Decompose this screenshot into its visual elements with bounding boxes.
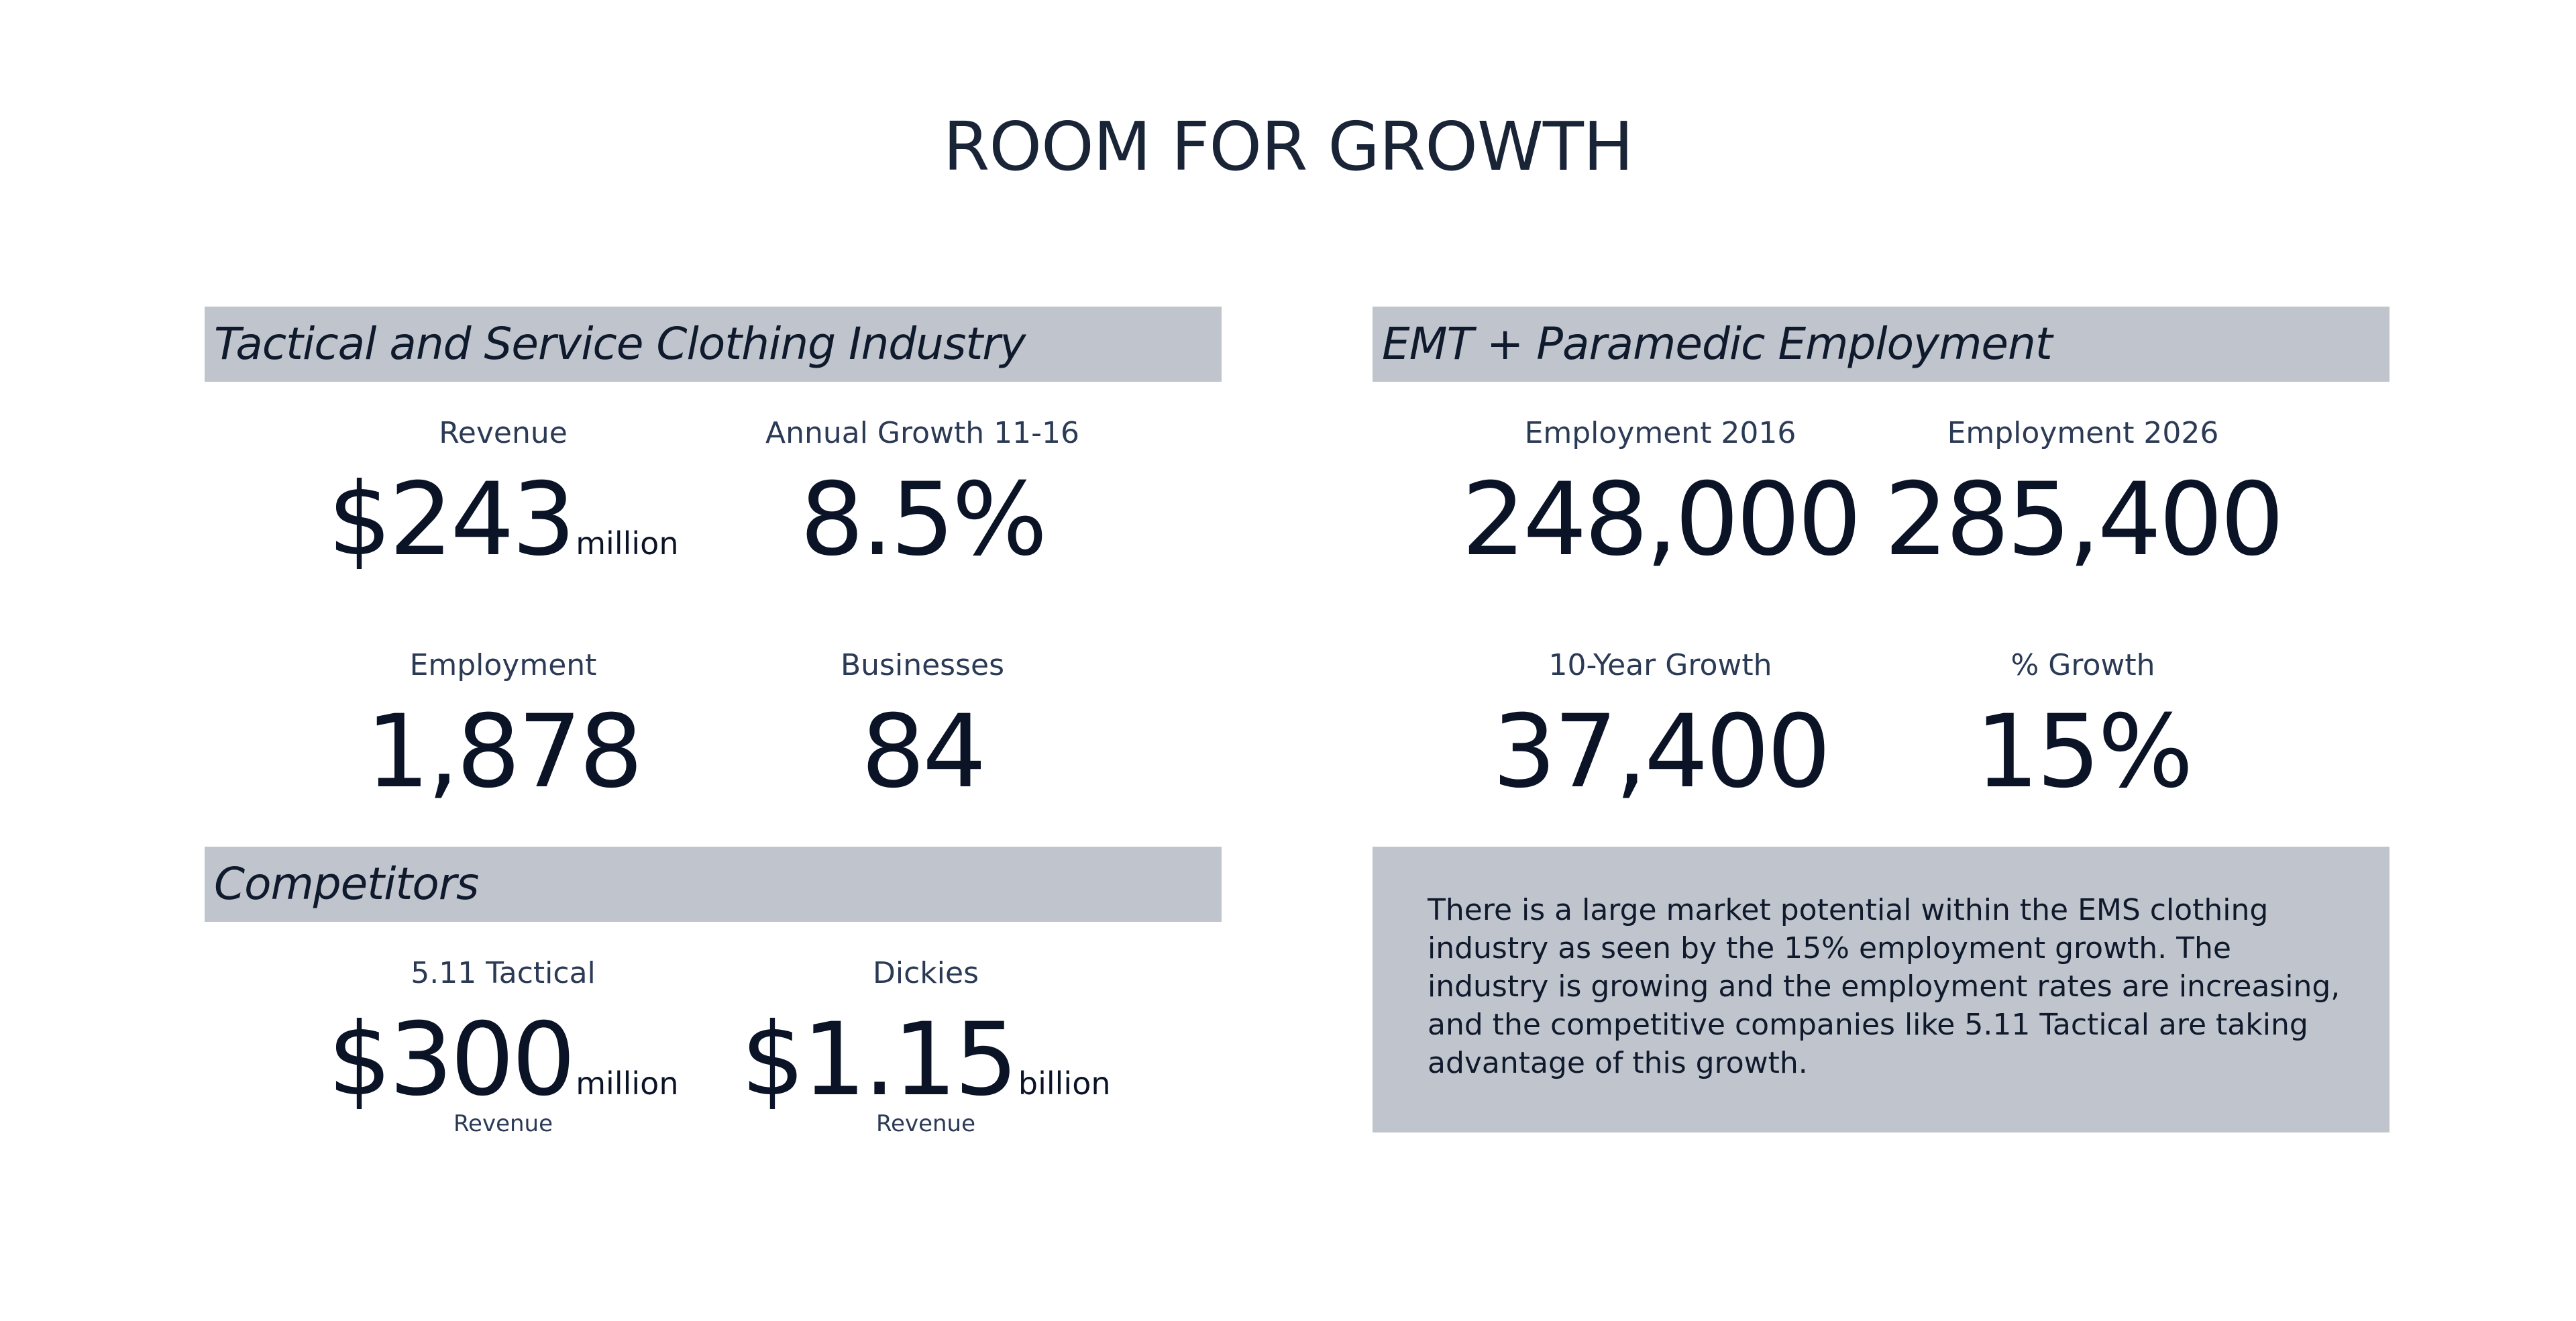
- emt-section-title: EMT + Paramedic Employment: [1382, 318, 2053, 370]
- competitors-section-header: Competitors: [205, 847, 1222, 922]
- competitor-sub-label: Revenue: [875, 1110, 976, 1137]
- stat-value: $243million: [302, 470, 704, 570]
- competitor-unit: million: [576, 1065, 679, 1102]
- competitor-unit: billion: [1018, 1065, 1111, 1102]
- stat-label: Businesses: [840, 648, 1005, 682]
- industry-businesses-stat: Businesses 84: [721, 648, 1124, 809]
- page-title: ROOM FOR GROWTH: [943, 107, 1633, 186]
- stat-label: Annual Growth 11-16: [765, 416, 1080, 450]
- stat-label: 10-Year Growth: [1548, 648, 1772, 682]
- stat-label: Employment 2026: [1947, 416, 2219, 450]
- revenue-unit: million: [576, 525, 679, 562]
- competitor-value: $300: [327, 1002, 576, 1118]
- stat-label: Dickies: [873, 956, 979, 990]
- industry-annual-growth-stat: Annual Growth 11-16 8.5%: [721, 416, 1124, 577]
- competitor-value: $1.15: [741, 1002, 1018, 1118]
- industry-section-title: Tactical and Service Clothing Industry: [214, 318, 1026, 370]
- industry-revenue-stat: Revenue $243million: [302, 416, 704, 577]
- stat-value: 8.5%: [800, 462, 1047, 578]
- competitor-sub-label: Revenue: [453, 1110, 553, 1137]
- emt-percent-growth-stat: % Growth 15%: [1872, 648, 2294, 809]
- stat-label: Employment: [409, 648, 597, 682]
- emt-section-header: EMT + Paramedic Employment: [1373, 307, 2390, 382]
- stat-value: 37,400: [1492, 694, 1831, 810]
- competitor-dickies-stat: Dickies $1.15billion Revenue: [711, 956, 1140, 1144]
- stat-value: $300million: [288, 1010, 718, 1110]
- revenue-value: $243: [327, 462, 576, 578]
- emt-employment-2016-stat: Employment 2016 248,000: [1449, 416, 1872, 577]
- stat-value: 84: [861, 694, 987, 810]
- competitor-5-11-tactical-stat: 5.11 Tactical $300million Revenue: [288, 956, 718, 1144]
- stat-value: 1,878: [366, 694, 643, 810]
- stat-label: % Growth: [2010, 648, 2155, 682]
- competitors-section-title: Competitors: [214, 858, 479, 910]
- emt-ten-year-growth-stat: 10-Year Growth 37,400: [1449, 648, 1872, 809]
- stat-value: 248,000: [1461, 462, 1862, 578]
- industry-employment-stat: Employment 1,878: [302, 648, 704, 809]
- industry-section-header: Tactical and Service Clothing Industry: [205, 307, 1222, 382]
- stat-label: 5.11 Tactical: [411, 956, 596, 990]
- growth-note-text: There is a large market potential within…: [1428, 893, 2341, 1080]
- emt-employment-2026-stat: Employment 2026 285,400: [1872, 416, 2294, 577]
- stat-value: 15%: [1975, 694, 2193, 810]
- stat-value: 285,400: [1884, 462, 2284, 578]
- growth-note-box: There is a large market potential within…: [1373, 847, 2390, 1132]
- stat-value: $1.15billion: [711, 1010, 1140, 1110]
- stat-label: Employment 2016: [1524, 416, 1796, 450]
- stat-label: Revenue: [439, 416, 568, 450]
